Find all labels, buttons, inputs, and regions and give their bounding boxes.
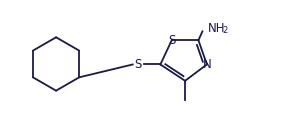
Text: 2: 2 — [223, 26, 228, 35]
Text: N: N — [202, 58, 211, 71]
Text: S: S — [168, 34, 176, 47]
Text: NH: NH — [208, 22, 226, 35]
Text: S: S — [134, 58, 142, 71]
